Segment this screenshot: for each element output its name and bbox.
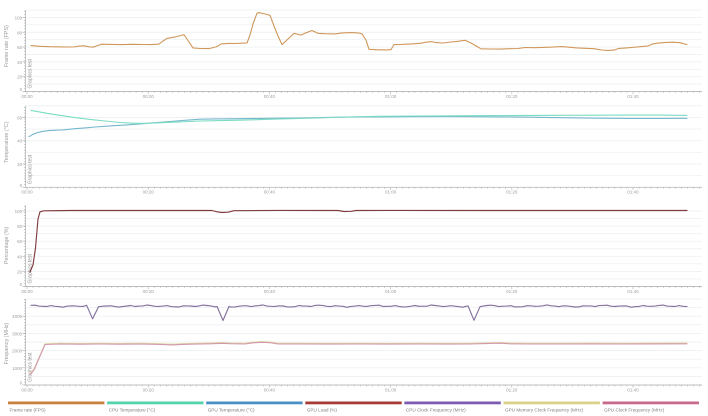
svg-text:0: 0 [20, 87, 23, 92]
svg-text:60: 60 [17, 115, 23, 120]
svg-text:01:00: 01:00 [385, 190, 397, 195]
svg-text:2000: 2000 [12, 349, 23, 354]
svg-text:4000: 4000 [12, 314, 23, 319]
svg-text:01:40: 01:40 [627, 94, 639, 99]
svg-text:00:20: 00:20 [143, 94, 155, 99]
svg-text:Graphics test: Graphics test [27, 253, 33, 283]
svg-text:Graphics test: Graphics test [27, 352, 33, 382]
svg-text:01:00: 01:00 [385, 94, 397, 99]
svg-text:00:20: 00:20 [143, 190, 155, 195]
svg-text:GPU Load (%): GPU Load (%) [307, 408, 338, 413]
svg-text:Graphics test: Graphics test [27, 58, 33, 88]
svg-text:GPU Clock Frequency (MHz): GPU Clock Frequency (MHz) [604, 408, 665, 413]
svg-text:00:40: 00:40 [264, 289, 276, 294]
svg-text:GPU Memory Clock Frequency (MH: GPU Memory Clock Frequency (MHz) [505, 408, 584, 413]
svg-text:80: 80 [17, 30, 23, 35]
svg-text:01:20: 01:20 [506, 289, 518, 294]
svg-text:Graphics test: Graphics test [27, 154, 33, 184]
svg-text:Frame rate (FPS): Frame rate (FPS) [10, 408, 47, 413]
svg-text:80: 80 [17, 224, 23, 229]
svg-text:01:00: 01:00 [385, 387, 397, 392]
svg-text:00:00: 00:00 [21, 387, 33, 392]
svg-text:100: 100 [15, 15, 23, 20]
svg-text:1000: 1000 [12, 366, 23, 371]
svg-text:60: 60 [17, 45, 23, 50]
svg-text:3000: 3000 [12, 331, 23, 336]
svg-text:01:20: 01:20 [506, 387, 518, 392]
svg-text:00:40: 00:40 [264, 94, 276, 99]
svg-text:01:00: 01:00 [385, 289, 397, 294]
svg-text:00:20: 00:20 [143, 289, 155, 294]
svg-text:00:00: 00:00 [21, 94, 33, 99]
svg-text:0: 0 [20, 282, 23, 287]
svg-text:40: 40 [17, 254, 23, 259]
svg-text:Percentage (%): Percentage (%) [4, 226, 10, 264]
svg-text:0: 0 [20, 183, 23, 188]
svg-text:00:40: 00:40 [264, 387, 276, 392]
svg-text:01:40: 01:40 [627, 289, 639, 294]
svg-text:CPU Temperature (°C): CPU Temperature (°C) [109, 408, 156, 413]
svg-text:01:40: 01:40 [627, 190, 639, 195]
svg-text:20: 20 [17, 75, 23, 80]
svg-text:20: 20 [17, 162, 23, 167]
svg-text:GPU Temperature (°C): GPU Temperature (°C) [208, 408, 255, 413]
svg-text:60: 60 [17, 239, 23, 244]
svg-text:CPU Clock Frequency (MHz): CPU Clock Frequency (MHz) [406, 408, 466, 413]
svg-text:Frequency (MHz): Frequency (MHz) [4, 322, 10, 364]
svg-text:00:40: 00:40 [264, 190, 276, 195]
svg-text:01:20: 01:20 [506, 94, 518, 99]
svg-text:40: 40 [17, 139, 23, 144]
svg-text:00:00: 00:00 [21, 289, 33, 294]
svg-text:01:20: 01:20 [506, 190, 518, 195]
svg-text:Frame rate (FPS): Frame rate (FPS) [4, 25, 10, 67]
svg-text:40: 40 [17, 60, 23, 65]
svg-text:01:40: 01:40 [627, 387, 639, 392]
svg-text:0: 0 [20, 381, 23, 386]
svg-text:Temperature (°C): Temperature (°C) [4, 121, 10, 163]
svg-text:00:20: 00:20 [143, 387, 155, 392]
svg-text:00:00: 00:00 [21, 190, 33, 195]
svg-text:100: 100 [15, 209, 23, 214]
svg-text:20: 20 [17, 269, 23, 274]
